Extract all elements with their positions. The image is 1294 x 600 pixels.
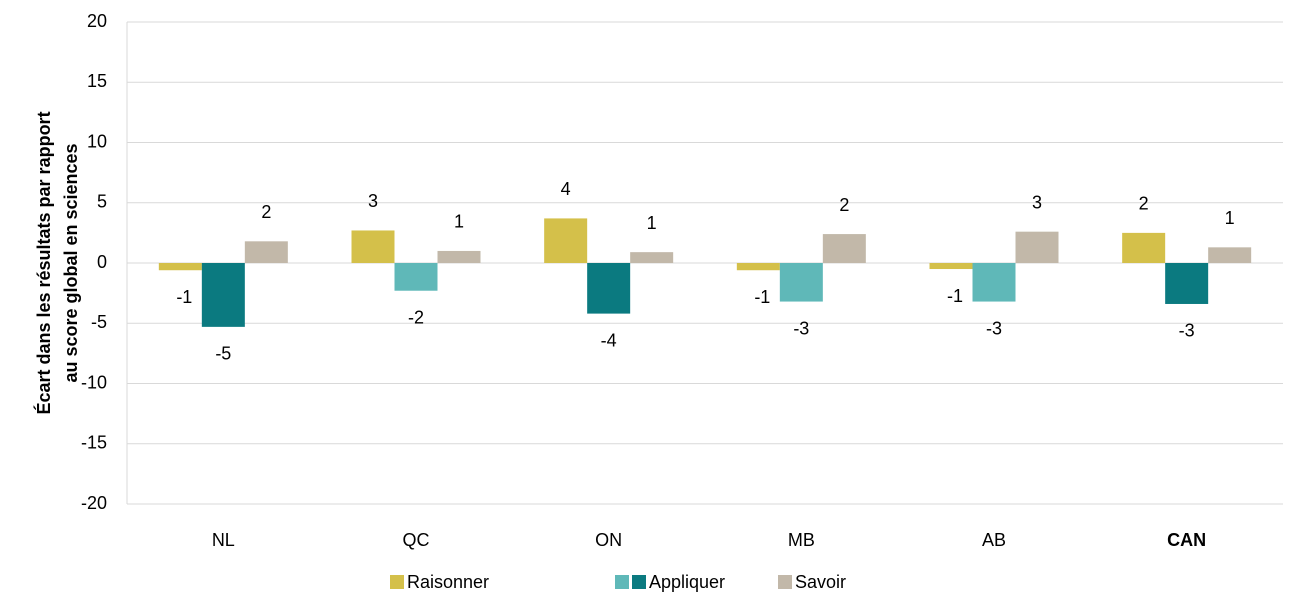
bar [1208, 247, 1252, 263]
bar [929, 263, 973, 270]
legend-label: Raisonner [407, 572, 489, 592]
data-label: -3 [793, 318, 809, 338]
data-label: 2 [261, 202, 271, 222]
bar [1122, 232, 1166, 263]
bar [822, 234, 866, 263]
y-tick-label: -10 [81, 372, 107, 392]
x-tick-label: ON [595, 530, 622, 550]
data-label: 2 [839, 195, 849, 215]
data-label: 4 [561, 179, 571, 199]
y-axis-title-line: au score global en sciences [61, 143, 81, 382]
y-tick-label: 20 [87, 11, 107, 31]
legend-swatch [778, 575, 792, 589]
legend-label: Savoir [795, 572, 846, 592]
bar [972, 263, 1016, 302]
y-tick-label: 10 [87, 131, 107, 151]
data-label: 1 [647, 213, 657, 233]
data-label: -2 [408, 307, 424, 327]
bar [779, 263, 823, 302]
data-label: -1 [947, 286, 963, 306]
y-tick-label: 0 [97, 252, 107, 272]
data-label: -1 [176, 287, 192, 307]
bar [1165, 263, 1209, 304]
y-tick-label: 5 [97, 192, 107, 212]
bar [201, 263, 245, 327]
bar [244, 241, 288, 263]
data-label: -3 [986, 318, 1002, 338]
x-tick-label: MB [788, 530, 815, 550]
bar [736, 263, 780, 271]
legend-swatch [632, 575, 646, 589]
y-axis-title: Écart dans les résultats par rapport au … [33, 111, 81, 414]
y-tick-label: 15 [87, 71, 107, 91]
data-label: 1 [1225, 208, 1235, 228]
bar [437, 250, 481, 263]
y-axis-title-line: Écart dans les résultats par rapport [33, 111, 54, 414]
data-label: 2 [1139, 194, 1149, 214]
data-label: 3 [1032, 192, 1042, 212]
x-tick-label: AB [982, 530, 1006, 550]
bar [1015, 231, 1059, 263]
x-tick-label: NL [212, 530, 235, 550]
data-label: -3 [1179, 321, 1195, 341]
data-label: 3 [368, 191, 378, 211]
data-label: -4 [601, 330, 617, 350]
bar [158, 263, 202, 271]
y-tick-label: -20 [81, 493, 107, 513]
bar [544, 218, 588, 263]
legend-swatch [390, 575, 404, 589]
bar [351, 230, 395, 263]
data-label: -5 [215, 344, 231, 364]
y-tick-label: -5 [91, 312, 107, 332]
bar [630, 252, 674, 263]
legend-label: Appliquer [649, 572, 725, 592]
data-label: -1 [754, 287, 770, 307]
bar [587, 263, 631, 314]
y-tick-label: -15 [81, 433, 107, 453]
legend-swatch [615, 575, 629, 589]
x-tick-label: CAN [1167, 530, 1206, 550]
bar [394, 263, 438, 291]
data-label: 1 [454, 212, 464, 232]
x-tick-label: QC [403, 530, 430, 550]
